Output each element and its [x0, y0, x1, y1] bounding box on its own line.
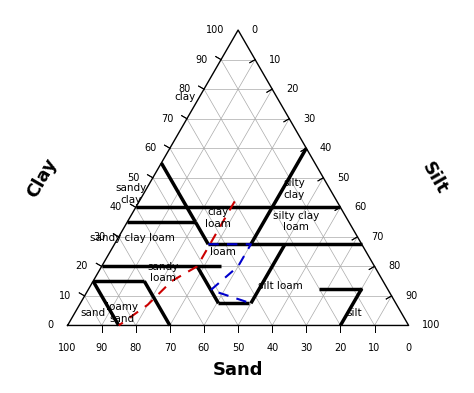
- Text: 70: 70: [164, 343, 176, 353]
- Text: silt: silt: [346, 308, 362, 318]
- Text: 60: 60: [144, 143, 156, 153]
- Text: loam: loam: [210, 247, 236, 257]
- Text: 50: 50: [127, 173, 139, 183]
- Text: 100: 100: [422, 320, 441, 331]
- Text: 0: 0: [48, 320, 54, 331]
- Text: 80: 80: [388, 261, 401, 272]
- Text: 100: 100: [206, 25, 225, 35]
- Text: 40: 40: [320, 143, 332, 153]
- Text: 10: 10: [59, 291, 71, 301]
- Text: 90: 90: [405, 291, 418, 301]
- Text: Sand: Sand: [213, 361, 264, 379]
- Text: 70: 70: [371, 232, 383, 242]
- Text: Clay: Clay: [24, 155, 60, 201]
- Text: 90: 90: [195, 55, 208, 64]
- Text: 60: 60: [354, 202, 366, 212]
- Text: 20: 20: [76, 261, 88, 272]
- Text: 0: 0: [406, 343, 412, 353]
- Text: 10: 10: [269, 55, 281, 64]
- Text: loamy
sand: loamy sand: [106, 302, 138, 324]
- Text: sandy
clay: sandy clay: [115, 184, 146, 205]
- Text: 80: 80: [178, 84, 191, 94]
- Text: sandy
loam: sandy loam: [147, 262, 179, 283]
- Text: silty
clay: silty clay: [283, 178, 305, 200]
- Text: Silt: Silt: [418, 159, 450, 197]
- Text: 80: 80: [130, 343, 142, 353]
- Text: 0: 0: [252, 25, 258, 35]
- Text: 30: 30: [303, 114, 315, 124]
- Text: 30: 30: [300, 343, 312, 353]
- Text: 30: 30: [93, 232, 105, 242]
- Text: 100: 100: [58, 343, 77, 353]
- Text: 10: 10: [368, 343, 381, 353]
- Text: 50: 50: [232, 343, 244, 353]
- Text: sandy clay loam: sandy clay loam: [90, 233, 175, 244]
- Text: silty clay
loam: silty clay loam: [273, 211, 319, 232]
- Text: 20: 20: [286, 84, 298, 94]
- Text: 60: 60: [198, 343, 210, 353]
- Text: clay: clay: [174, 92, 196, 102]
- Text: 50: 50: [337, 173, 349, 183]
- Text: clay
loam: clay loam: [205, 207, 230, 229]
- Text: 70: 70: [161, 114, 173, 124]
- Text: 90: 90: [96, 343, 108, 353]
- Text: 40: 40: [266, 343, 278, 353]
- Text: 20: 20: [334, 343, 346, 353]
- Text: sand: sand: [81, 308, 106, 318]
- Text: 40: 40: [110, 202, 122, 212]
- Text: silt loam: silt loam: [258, 281, 303, 291]
